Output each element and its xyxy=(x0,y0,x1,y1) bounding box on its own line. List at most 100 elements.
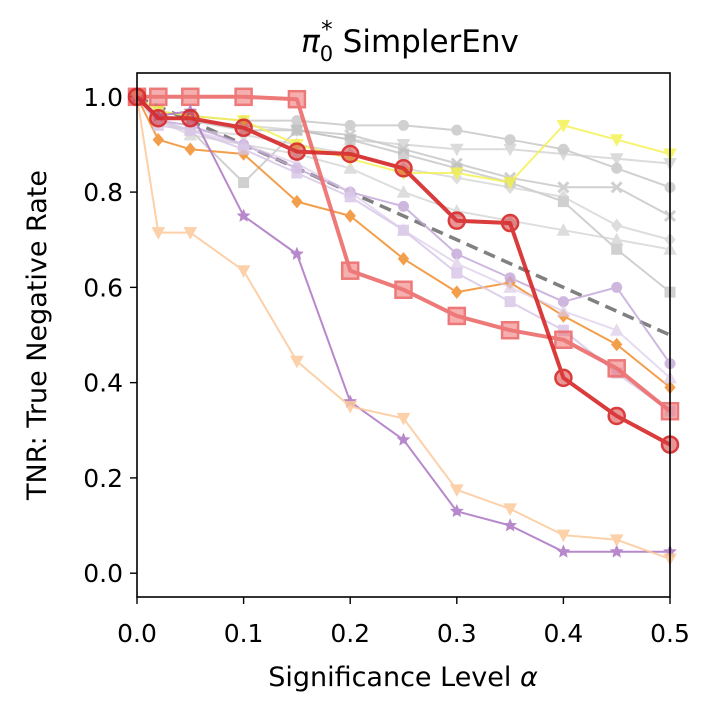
point-red-circle-8 xyxy=(500,213,520,233)
point-peach-triangle-down-8 xyxy=(503,503,517,516)
point-lavender-triangle-5 xyxy=(343,185,358,198)
plot-frame xyxy=(136,72,671,598)
point-red-square-7 xyxy=(447,306,467,326)
point-red-square-9 xyxy=(554,330,573,350)
point-purple-star-4 xyxy=(289,246,304,260)
point-lavender-square-4 xyxy=(291,167,303,179)
point-red-square-8 xyxy=(500,320,520,340)
point-purple-star-8 xyxy=(503,518,518,532)
point-lavender-triangle-4 xyxy=(290,156,304,170)
point-peach-triangle-down-2 xyxy=(183,227,198,240)
point-gray-triangle-up-10 xyxy=(609,232,624,246)
point-peach-triangle-down-1 xyxy=(151,227,166,240)
point-lavender-triangle-2 xyxy=(183,123,198,136)
point-gray-x-1-9 xyxy=(557,181,570,194)
x-axis-label-symbol: α xyxy=(520,662,538,693)
point-lavender-circle-10 xyxy=(611,281,623,293)
point-gray-x-1-10 xyxy=(610,181,623,194)
y-tick-label-5: 1.0 xyxy=(83,83,123,112)
point-gray-circle-1-5 xyxy=(344,119,356,131)
point-gray-square-1-5 xyxy=(344,134,356,146)
point-gray-triangle-down-10 xyxy=(609,153,624,166)
point-red-circle-10 xyxy=(607,406,626,426)
point-red-circle-7 xyxy=(447,211,467,230)
point-yellow-triangle-down-8 xyxy=(503,177,517,190)
point-peach-triangle-down-7 xyxy=(449,484,464,497)
point-lavender-triangle-10 xyxy=(609,323,624,336)
point-gray-triangle-up-5 xyxy=(343,161,358,174)
y-axis-label: TNR: True Negative Rate xyxy=(22,170,53,501)
x-tick-label-4: 0.4 xyxy=(544,619,584,648)
point-peach-triangle-down-6 xyxy=(396,412,411,426)
series-line-yellow-triangle-down xyxy=(136,95,671,184)
point-gray-triangle-down-6 xyxy=(396,138,411,152)
point-orange-diamond-7 xyxy=(451,285,463,299)
point-purple-star-6 xyxy=(396,432,411,446)
x-axis-label-text: Significance Level xyxy=(268,662,511,693)
point-red-square-3 xyxy=(234,87,253,107)
point-gray-triangle-down-8 xyxy=(503,143,517,157)
point-lavender-triangle-9 xyxy=(556,304,571,317)
point-red-square-4 xyxy=(287,89,307,109)
point-peach-triangle-down-5 xyxy=(343,400,358,414)
point-red-square-1 xyxy=(149,87,168,107)
point-gray-circle-1-6 xyxy=(398,119,409,131)
point-red-square-6 xyxy=(394,280,413,299)
point-lavender-square-7 xyxy=(451,267,463,279)
point-peach-triangle-down-10 xyxy=(609,534,624,547)
point-peach-triangle-down-4 xyxy=(290,355,304,369)
point-gray-triangle-down-9 xyxy=(556,148,571,162)
point-gray-square-1-4 xyxy=(291,124,303,136)
point-purple-star-7 xyxy=(449,504,464,518)
point-gray-diamond-9 xyxy=(557,190,570,204)
point-lavender-triangle-3 xyxy=(236,137,251,150)
y-tick-label-0: 0.0 xyxy=(83,559,123,588)
point-gray-circle-1-7 xyxy=(451,124,463,136)
point-yellow-triangle-down-9 xyxy=(556,119,571,133)
point-gray-triangle-up-9 xyxy=(556,223,571,236)
point-gray-triangle-down-7 xyxy=(449,143,464,157)
point-gray-circle-1-8 xyxy=(504,134,516,146)
point-orange-diamond-6 xyxy=(397,252,410,266)
x-tick-label-3: 0.3 xyxy=(437,619,477,648)
x-tick-label-2: 0.2 xyxy=(330,619,370,648)
point-red-circle-4 xyxy=(287,142,307,161)
y-tick-label-4: 0.8 xyxy=(83,178,123,207)
chart-title: π0* SimplerEnv xyxy=(301,17,519,66)
series-line-orange-diamond xyxy=(136,96,671,389)
point-lavender-circle-6 xyxy=(398,200,409,212)
point-lavender-triangle-6 xyxy=(396,223,411,236)
y-tick-labels: 0.0 0.2 0.4 0.6 0.8 1.0 xyxy=(83,83,123,588)
point-red-circle-6 xyxy=(394,159,413,178)
reference-line-layer xyxy=(136,95,671,337)
point-gray-square-1-3 xyxy=(238,177,250,189)
x-tick-labels: 0.0 0.1 0.2 0.3 0.4 0.5 xyxy=(117,619,690,648)
point-lavender-triangle-8 xyxy=(503,280,517,293)
point-red-square-2 xyxy=(181,87,200,107)
y-tick-label-2: 0.4 xyxy=(83,369,123,398)
series-line-lavender-triangle xyxy=(136,96,671,379)
point-red-circle-1 xyxy=(149,109,168,128)
point-red-square-10 xyxy=(607,359,626,378)
point-lavender-square-8 xyxy=(504,296,516,308)
x-tick-label-5: 0.5 xyxy=(650,619,690,648)
point-lavender-triangle-7 xyxy=(449,256,464,270)
point-orange-diamond-1 xyxy=(152,132,164,147)
x-axis-label: Significance Level α xyxy=(268,662,538,693)
title-superscript: * xyxy=(321,17,333,43)
point-orange-diamond-5 xyxy=(344,209,356,223)
title-subscript: 0 xyxy=(320,42,333,66)
point-orange-diamond-4 xyxy=(291,194,303,209)
point-peach-triangle-down-9 xyxy=(556,529,571,543)
x-tick-label-1: 0.1 xyxy=(224,619,264,648)
point-red-circle-9 xyxy=(554,368,573,388)
point-orange-diamond-10 xyxy=(611,337,623,352)
point-gray-diamond-10 xyxy=(611,218,623,233)
point-purple-star-3 xyxy=(236,208,251,222)
title-text: SimplerEnv xyxy=(343,24,519,60)
x-tick-label-0: 0.0 xyxy=(117,619,157,648)
title-symbol: π xyxy=(301,24,321,60)
point-purple-star-10 xyxy=(609,544,624,558)
axis-ticks xyxy=(130,96,671,604)
point-yellow-triangle-down-7 xyxy=(449,167,464,181)
